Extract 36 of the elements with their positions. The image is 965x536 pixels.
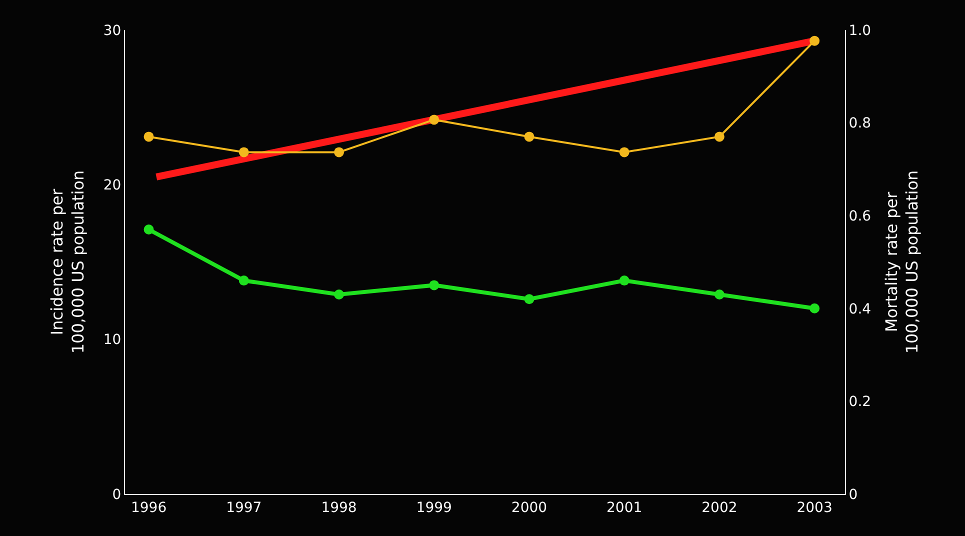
point — [238, 276, 249, 286]
point — [429, 114, 440, 125]
point — [238, 147, 249, 158]
point — [144, 132, 154, 142]
point — [619, 276, 630, 286]
y2-tick-label: 0.4 — [848, 301, 872, 318]
y-tick-label: 10 — [103, 332, 122, 348]
point — [334, 289, 344, 300]
y-tick-label: 30 — [103, 22, 122, 39]
y2-tick-label: 0.2 — [848, 394, 872, 410]
y2-axis-title: Mortality rate per 100,000 US population — [882, 170, 922, 354]
point — [619, 147, 630, 158]
x-tick-label: 1996 — [130, 500, 167, 516]
point — [524, 132, 534, 142]
point — [144, 224, 154, 235]
x-tick-label: 2001 — [606, 500, 642, 516]
point — [429, 280, 440, 290]
y2-tick-label: 0.8 — [848, 116, 872, 132]
x-tick-label: 2003 — [796, 500, 832, 516]
x-tick-label: 2002 — [702, 500, 738, 516]
x-tick-label: 2000 — [511, 500, 548, 516]
point — [714, 132, 724, 142]
y-tick-label: 20 — [103, 178, 122, 194]
x-tick-label: 1999 — [416, 500, 452, 516]
x-tick-label: 1997 — [226, 500, 262, 516]
y-tick-label: 0 — [112, 486, 122, 503]
y-axis-title: Incidence rate per 100,000 US population — [47, 170, 88, 354]
y2-tick-label: 0 — [848, 486, 858, 503]
point — [524, 294, 534, 304]
point — [810, 36, 820, 46]
point — [334, 147, 344, 158]
point — [714, 289, 724, 300]
x-tick-label: 1998 — [321, 500, 357, 516]
point — [810, 303, 820, 314]
y2-tick-label: 1.0 — [848, 22, 872, 39]
y2-tick-label: 0.6 — [848, 208, 872, 224]
